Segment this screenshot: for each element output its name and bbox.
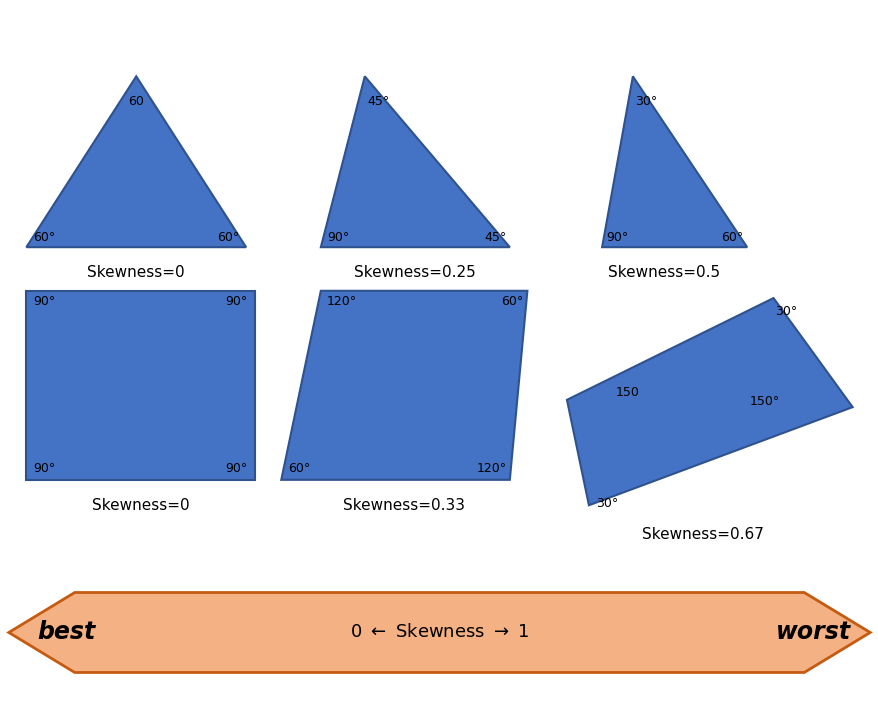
Text: Skewness=0.33: Skewness=0.33 — [343, 498, 464, 513]
Polygon shape — [9, 593, 869, 672]
Text: 150: 150 — [615, 386, 638, 399]
Text: Skewness=0: Skewness=0 — [87, 265, 185, 281]
Text: 30°: 30° — [774, 305, 796, 318]
Text: Skewness=0.25: Skewness=0.25 — [354, 265, 475, 281]
Text: 60: 60 — [128, 95, 144, 108]
Text: 90°: 90° — [226, 295, 248, 308]
Text: 60°: 60° — [500, 295, 522, 308]
Text: $0\ \leftarrow\ \mathregular{Skewness}\ \rightarrow\ 1$: $0\ \leftarrow\ \mathregular{Skewness}\ … — [349, 624, 529, 641]
Text: 90°: 90° — [226, 462, 248, 475]
Polygon shape — [281, 291, 527, 480]
Text: Skewness=0.67: Skewness=0.67 — [642, 527, 763, 542]
Text: 120°: 120° — [327, 295, 356, 308]
Text: 45°: 45° — [367, 95, 389, 108]
Text: 60°: 60° — [217, 230, 239, 244]
Text: 60°: 60° — [721, 230, 743, 244]
Polygon shape — [26, 76, 246, 247]
Text: Skewness=0: Skewness=0 — [91, 498, 190, 513]
Polygon shape — [601, 76, 746, 247]
Polygon shape — [320, 76, 509, 247]
Text: 90°: 90° — [33, 295, 55, 308]
Text: 60°: 60° — [33, 230, 55, 244]
Text: 90°: 90° — [606, 230, 628, 244]
Text: best: best — [37, 620, 95, 645]
Polygon shape — [566, 298, 852, 505]
Text: worst: worst — [774, 620, 850, 645]
Text: 90°: 90° — [327, 230, 349, 244]
Text: Skewness=0.5: Skewness=0.5 — [607, 265, 719, 281]
Text: 150°: 150° — [749, 395, 779, 408]
Text: 120°: 120° — [476, 462, 506, 475]
Text: 60°: 60° — [288, 462, 310, 475]
Text: 90°: 90° — [33, 462, 55, 475]
Text: 30°: 30° — [634, 95, 656, 108]
Text: 30°: 30° — [595, 497, 617, 510]
Polygon shape — [26, 291, 255, 480]
Text: 45°: 45° — [484, 230, 506, 244]
